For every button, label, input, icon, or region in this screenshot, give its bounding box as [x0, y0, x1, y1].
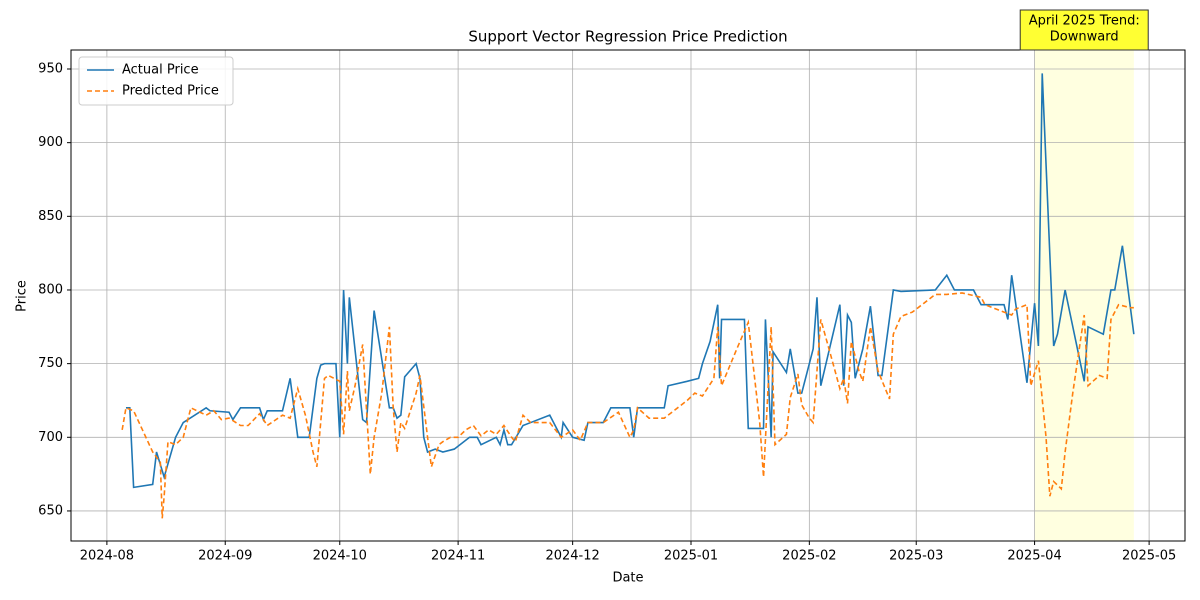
- y-tick-label: 950: [38, 62, 63, 77]
- x-tick-label: 2025-02: [782, 549, 836, 564]
- annotation-text: Downward: [1050, 30, 1119, 45]
- legend-label: Actual Price: [122, 63, 199, 78]
- series-line: [121, 292, 1134, 519]
- legend-box: [78, 56, 234, 106]
- highlight-span: [1034, 50, 1134, 541]
- x-tick-label: 2024-11: [431, 549, 485, 564]
- x-tick-label: 2025-01: [664, 549, 718, 564]
- x-tick-label: 2025-04: [1007, 549, 1061, 564]
- x-tick-label: 2024-10: [313, 549, 367, 564]
- y-axis-label: Price: [15, 280, 30, 312]
- y-tick-label: 900: [38, 135, 63, 150]
- x-tick-label: 2024-09: [198, 549, 252, 564]
- plot-frame: [70, 49, 1186, 542]
- y-tick-label: 800: [38, 282, 63, 297]
- series-line: [125, 73, 1135, 489]
- legend: Actual Price Predicted Price: [78, 56, 234, 106]
- x-tick-label: 2024-08: [80, 549, 134, 564]
- x-tick-label: 2025-05: [1122, 549, 1176, 564]
- chart-title: Support Vector Regression Price Predicti…: [468, 28, 787, 46]
- y-tick-label: 750: [38, 356, 63, 371]
- y-tick-label: 700: [38, 430, 63, 445]
- annotation-box: [1019, 9, 1149, 51]
- x-tick-label: 2025-03: [889, 549, 943, 564]
- annotation-text: April 2025 Trend:: [1029, 14, 1140, 29]
- y-tick-label: 850: [38, 209, 63, 224]
- x-axis-label: Date: [612, 571, 643, 586]
- x-tick-label: 2024-12: [545, 549, 599, 564]
- legend-label: Predicted Price: [122, 84, 219, 99]
- y-tick-label: 650: [38, 503, 63, 518]
